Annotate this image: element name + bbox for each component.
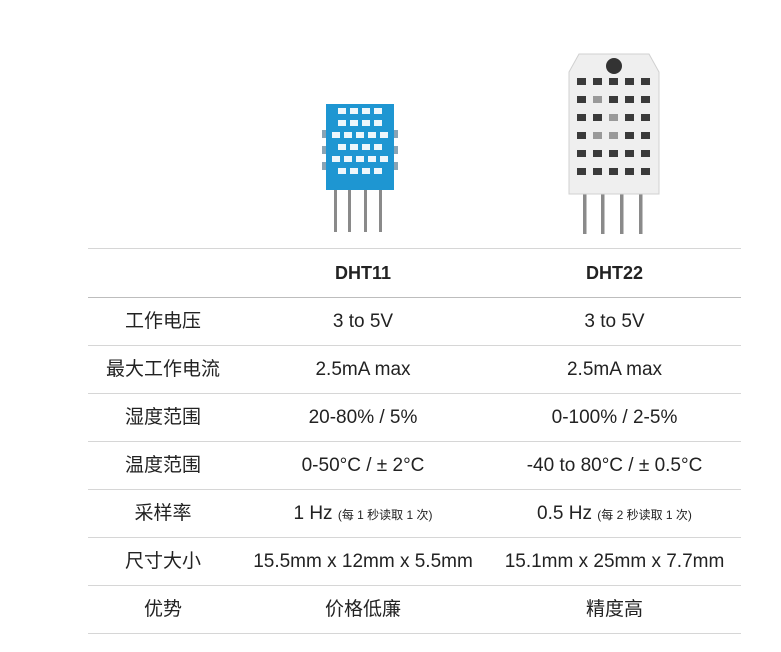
row-label: 工作电压 [124, 311, 201, 332]
dht22-value: 精度高 [585, 599, 643, 620]
dht11-value: 价格低廉 [324, 599, 401, 620]
dht11-sensor-image [322, 104, 398, 232]
dht22-pins [583, 188, 643, 234]
row-label: 采样率 [134, 503, 192, 524]
row-label: 湿度范围 [124, 407, 201, 428]
dht22-body [568, 53, 660, 195]
dht11-value: 1 Hz (每 1 秒读取 1 次) [238, 504, 488, 523]
dht11-body [326, 104, 394, 190]
row-label: 温度范围 [124, 455, 201, 476]
dht11-value: 20-80% / 5% [308, 407, 418, 428]
table-row: 工作电压 3 to 5V 3 to 5V [88, 298, 741, 346]
dht22-value: 3 to 5V [584, 311, 645, 332]
dht11-vent-grid [332, 108, 388, 174]
table-row: 采样率 1 Hz (每 1 秒读取 1 次) 0.5 Hz (每 2 秒读取 1… [88, 490, 741, 538]
dht22-value: 0.5 Hz (每 2 秒读取 1 次) [488, 504, 741, 523]
table-row: 尺寸大小 15.5mm x 12mm x 5.5mm 15.1mm x 25mm… [88, 538, 741, 586]
dht11-value: 0-50°C / ± 2°C [301, 455, 425, 476]
dht22-value: 15.1mm x 25mm x 7.7mm [504, 551, 725, 572]
dht22-vent-grid [577, 78, 650, 175]
dht11-pins [334, 186, 382, 232]
dht22-value: 0-100% / 2-5% [551, 407, 678, 428]
table-row: 温度范围 0-50°C / ± 2°C -40 to 80°C / ± 0.5°… [88, 442, 741, 490]
row-label: 尺寸大小 [124, 551, 201, 572]
comparison-table: DHT11 DHT22 工作电压 3 to 5V 3 to 5V 最大工作电流 … [88, 248, 741, 634]
table-row: 最大工作电流 2.5mA max 2.5mA max [88, 346, 741, 394]
dht22-sample-rate-note: (每 2 秒读取 1 次) [597, 508, 692, 522]
header-dht22: DHT22 [585, 263, 643, 283]
dht11-sample-rate-note: (每 1 秒读取 1 次) [337, 508, 433, 522]
table-header-row: DHT11 DHT22 [88, 248, 741, 298]
dht11-sample-rate: 1 Hz [293, 503, 333, 524]
row-label: 优势 [143, 599, 182, 620]
table-row: 优势 价格低廉 精度高 [88, 586, 741, 634]
dht11-value: 3 to 5V [332, 311, 394, 332]
table-row: 湿度范围 20-80% / 5% 0-100% / 2-5% [88, 394, 741, 442]
dht22-sensor-image [568, 53, 660, 234]
dht22-value: -40 to 80°C / ± 0.5°C [526, 455, 703, 476]
header-dht11: DHT11 [334, 263, 392, 283]
dht22-mount-hole [606, 58, 622, 74]
dht11-value: 2.5mA max [315, 359, 411, 380]
dht11-value: 15.5mm x 12mm x 5.5mm [253, 551, 473, 572]
dht22-value: 2.5mA max [566, 359, 663, 380]
dht22-sample-rate: 0.5 Hz [537, 503, 592, 524]
row-label: 最大工作电流 [105, 359, 220, 380]
